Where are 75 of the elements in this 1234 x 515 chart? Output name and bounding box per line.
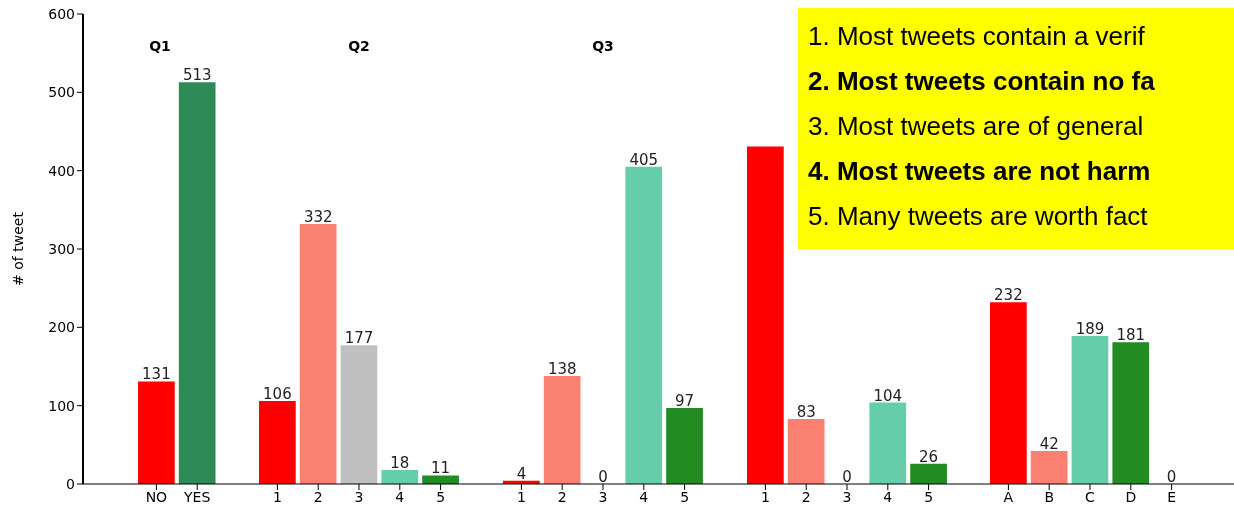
- data-label: 138: [547, 359, 577, 378]
- x-tick-label: C: [1085, 488, 1096, 505]
- x-tick-label: B: [1044, 488, 1054, 505]
- text: Q3: [591, 38, 615, 54]
- x-tick-label: 1: [272, 488, 282, 505]
- data-label: 104: [873, 386, 903, 405]
- bar: [543, 375, 581, 484]
- data-label: 131: [142, 365, 171, 384]
- x-tick-label: D: [1125, 488, 1137, 505]
- data-label: 405: [629, 150, 659, 169]
- data-label: 4: [516, 464, 527, 483]
- x-tick-label: 4: [395, 488, 405, 505]
- data-label: 26: [919, 447, 939, 466]
- x-tick-label: 1: [516, 488, 526, 505]
- data-label: 513: [182, 66, 212, 85]
- data-label: 189: [1075, 319, 1105, 338]
- data-label: 18: [390, 453, 410, 472]
- x-tick-label: 5: [680, 488, 690, 505]
- bar: [625, 166, 663, 484]
- data-label: 106: [263, 384, 292, 403]
- bar: [747, 146, 784, 484]
- data-label: 11: [431, 459, 451, 478]
- y-tick-label: 200: [48, 319, 75, 336]
- annotation: 5. Many tweets are worth fact: [808, 200, 1149, 233]
- data-label: 232: [994, 286, 1023, 305]
- annotation: 2. Most tweets contain no fa: [808, 65, 1156, 98]
- y-tick-label: 300: [48, 240, 75, 257]
- x-tick-label: 5: [436, 488, 446, 505]
- x-tick-label: 2: [801, 488, 811, 505]
- x-tick-label: 2: [557, 488, 567, 505]
- y-tick-label: 400: [48, 162, 75, 179]
- x-tick-label: 1: [760, 488, 770, 505]
- data-label: 332: [303, 207, 333, 226]
- bar: [666, 408, 703, 484]
- y-tick-label: 600: [48, 5, 75, 22]
- bar: [422, 475, 459, 484]
- data-label: 0: [842, 468, 852, 486]
- bar: [299, 223, 337, 484]
- x-tick-label: 3: [842, 488, 852, 505]
- bar: [990, 302, 1027, 484]
- x-tick-label: A: [1003, 488, 1014, 505]
- x-tick-label: 3: [598, 488, 608, 505]
- bar: [340, 345, 378, 484]
- x-tick-label: E: [1167, 488, 1177, 505]
- data-label: 177: [344, 329, 374, 348]
- x-tick-label: 5: [924, 488, 934, 505]
- data-label: 83: [796, 402, 816, 421]
- x-tick-label: YES: [183, 488, 211, 505]
- x-tick-label: 4: [639, 488, 649, 505]
- data-label: 0: [598, 468, 608, 486]
- data-label: 181: [1116, 326, 1146, 345]
- data-label: 42: [1039, 435, 1059, 454]
- bar: [259, 400, 296, 484]
- bar: [910, 463, 947, 484]
- y-tick-label: 100: [48, 397, 75, 414]
- y-tick-label: 500: [48, 84, 75, 101]
- x-tick-label: 4: [883, 488, 893, 505]
- text: Q2: [347, 38, 371, 54]
- bar: [787, 418, 825, 484]
- annotation: 4. Most tweets are not harm: [808, 155, 1152, 188]
- bar: [1071, 335, 1109, 484]
- data-label: 0: [1166, 468, 1177, 486]
- annotation: 3. Most tweets are of general: [808, 110, 1145, 143]
- annotation: 1. Most tweets contain a verif: [808, 20, 1146, 53]
- x-tick-label: 2: [313, 488, 323, 505]
- bar: [1030, 451, 1068, 484]
- bar: [869, 402, 907, 484]
- x-tick-label: 3: [354, 488, 364, 505]
- text: Q1: [148, 38, 172, 54]
- y-tick-label: 0: [66, 475, 75, 492]
- data-label: 97: [675, 392, 695, 411]
- bar: [381, 469, 419, 484]
- bar: [1112, 342, 1150, 484]
- x-tick-label: NO: [145, 488, 168, 505]
- y-axis-title: # of tweet: [9, 211, 26, 286]
